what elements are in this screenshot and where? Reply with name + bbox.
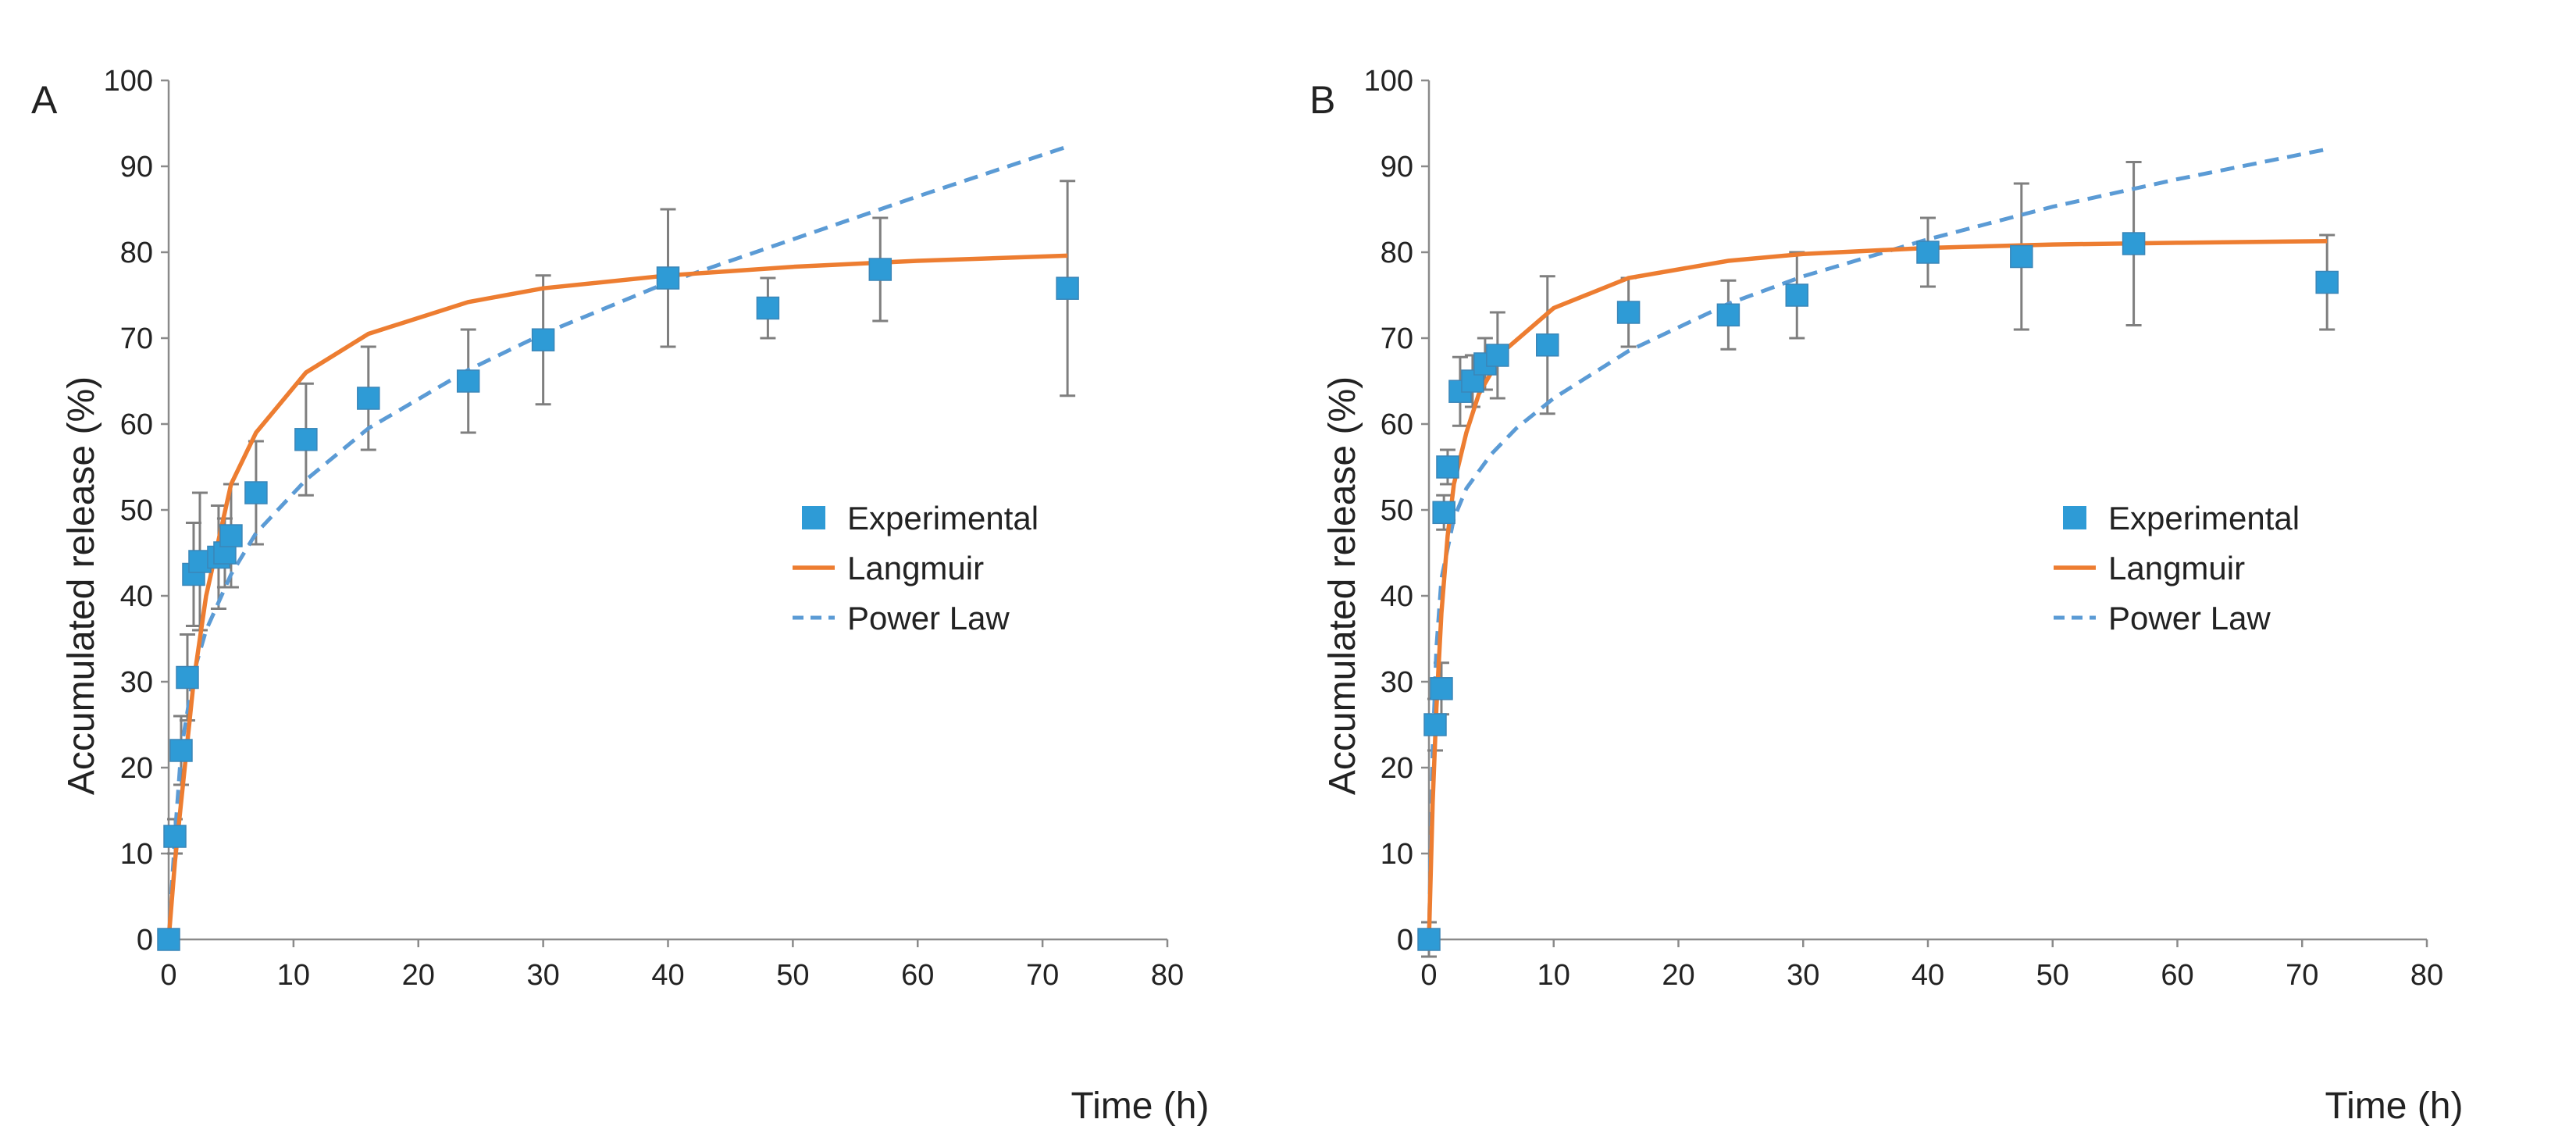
panel-a-experimental-point	[157, 928, 180, 951]
panel-b-y-tick-label: 90	[1381, 151, 1413, 184]
panel-a-y-tick-label: 80	[120, 237, 153, 269]
panel-b-x-tick-label: 30	[1787, 959, 1819, 992]
panel-a-experimental-point	[219, 524, 243, 547]
panel-b-legend-experimental-swatch	[2063, 506, 2086, 529]
panel-b-experimental-point	[1716, 303, 1740, 327]
panel-b-experimental-point	[1423, 713, 1447, 736]
panel-a-x-tick-label: 0	[160, 959, 176, 992]
panel-b-y-axis-title: Accumulated release (%)	[1322, 376, 1363, 795]
panel-a-experimental-point	[244, 481, 268, 504]
panel-b-legend-label: Experimental	[2108, 500, 2300, 536]
panel-a-x-tick-label: 40	[651, 959, 684, 992]
panel-a-experimental-point	[756, 296, 780, 320]
panel-b-legend-label: Langmuir	[2108, 550, 2245, 586]
panel-a-y-tick-label: 90	[120, 151, 153, 184]
panel-b-experimental-point	[1536, 333, 1559, 357]
panel-b-y-tick-label: 40	[1381, 580, 1413, 613]
panel-b-x-tick-label: 80	[2410, 959, 2443, 992]
panel-a-y-tick-label: 40	[120, 580, 153, 613]
panel-b-experimental-point	[1486, 344, 1509, 367]
panel-b-experimental-point	[2010, 244, 2033, 269]
panel-a-y-tick-label: 30	[120, 666, 153, 699]
panel-b-y-tick-label: 30	[1381, 666, 1413, 699]
panel-b-experimental-point	[1916, 241, 1940, 264]
panel-a-experimental-point	[294, 428, 318, 451]
panel-a-experimental-point	[176, 665, 199, 690]
panel-a-legend-label: Experimental	[847, 500, 1039, 536]
panel-a-x-axis-title: Time (h)	[1071, 1085, 1210, 1127]
panel-b-y-tick-label: 70	[1381, 323, 1413, 355]
panel-b-experimental-point	[1616, 301, 1641, 324]
panel-b-x-tick-label: 40	[1912, 959, 1944, 992]
panel-b-y-tick-label: 0	[1397, 924, 1413, 957]
panel-b-y-tick-label: 10	[1381, 838, 1413, 871]
panel-a-experimental-point	[531, 328, 555, 351]
panel-a-y-axis-title: Accumulated release (%)	[61, 376, 102, 795]
panel-a: A Accumulated release (%) Time (h) 0 10 20…	[31, 65, 1209, 1127]
panel-b-x-tick-label: 70	[2286, 959, 2318, 992]
panel-b-x-axis-title: Time (h)	[2325, 1085, 2464, 1127]
panel-b-experimental-point	[1430, 677, 1453, 700]
panel-a-y-tick-label: 50	[120, 494, 153, 527]
panel-b-experimental-point	[1432, 501, 1455, 525]
panel-b-experimental-point	[2122, 232, 2146, 255]
panel-a-legend-experimental-swatch	[802, 506, 825, 529]
panel-a-x-tick-label: 80	[1151, 959, 1184, 992]
panel-a-y-tick-label: 100	[104, 65, 153, 98]
panel-a-experimental-point	[1056, 276, 1079, 300]
panel-b: B Accumulated release (%) Time (h) 0 10 20…	[1309, 65, 2463, 1127]
panel-b-x-tick-label: 20	[1662, 959, 1694, 992]
panel-b-x-tick-label: 10	[1537, 959, 1570, 992]
panel-a-legend: Experimental Langmuir Power Law	[793, 500, 1039, 636]
panel-a-experimental-point	[357, 387, 380, 410]
panel-b-y-tick-label: 50	[1381, 494, 1413, 527]
panel-a-label: A	[31, 78, 58, 122]
panel-a-y-tick-label: 60	[120, 408, 153, 441]
panel-a-experimental-point	[169, 739, 193, 762]
panel-b-legend: Experimental Langmuir Power Law	[2054, 500, 2300, 636]
panel-a-x-tick-label: 70	[1026, 959, 1059, 992]
panel-a-legend-label: Langmuir	[847, 550, 984, 586]
panel-b-experimental-point	[1785, 283, 1809, 307]
panel-a-experimental-point	[868, 258, 893, 281]
panel-b-y-tick-label: 80	[1381, 237, 1413, 269]
panel-a-y-tick-label: 20	[120, 752, 153, 785]
panel-a-x-tick-label: 50	[776, 959, 809, 992]
panel-b-x-tick-label: 0	[1420, 959, 1437, 992]
panel-b-experimental-point	[1417, 928, 1441, 951]
panel-b-label: B	[1309, 78, 1335, 122]
panel-b-y-tick-label: 60	[1381, 408, 1413, 441]
panel-b-y-tick-label: 20	[1381, 752, 1413, 785]
panel-a-x-tick-label: 30	[526, 959, 559, 992]
panel-a-y-tick-label: 0	[137, 924, 153, 957]
panel-b-power-law-line	[1427, 147, 2328, 940]
panel-b-y-tick-label: 100	[1364, 65, 1413, 98]
panel-a-x-tick-label: 60	[901, 959, 934, 992]
panel-a-power-law-line	[166, 144, 1068, 940]
panel-a-experimental-point	[456, 369, 480, 393]
panel-a-legend-label: Power Law	[847, 600, 1010, 636]
panel-a-x-tick-label: 10	[277, 959, 310, 992]
panel-b-legend-label: Power Law	[2108, 600, 2271, 636]
panel-a-x-tick-label: 20	[402, 959, 435, 992]
panel-a-experimental-point	[656, 266, 680, 290]
panel-a-y-tick-label: 70	[120, 323, 153, 355]
panel-b-experimental-point	[2315, 270, 2339, 294]
panel-a-y-tick-label: 10	[120, 838, 153, 871]
panel-a-experimental-point	[163, 825, 187, 848]
panel-b-experimental-point	[1436, 455, 1459, 479]
panel-b-x-tick-label: 50	[2036, 959, 2069, 992]
panel-b-x-tick-label: 60	[2161, 959, 2193, 992]
